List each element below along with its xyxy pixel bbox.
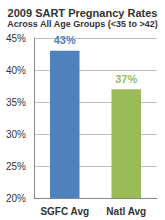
svg-text:37%: 37% xyxy=(115,73,137,85)
svg-text:35%: 35% xyxy=(6,97,26,108)
svg-text:30%: 30% xyxy=(6,129,26,140)
svg-text:SGFC Avg: SGFC Avg xyxy=(40,206,89,217)
svg-text:20%: 20% xyxy=(6,193,26,204)
svg-text:43%: 43% xyxy=(54,34,76,46)
svg-text:Across All Age Groups (<35 to: Across All Age Groups (<35 to >42) xyxy=(7,19,157,29)
svg-text:40%: 40% xyxy=(6,65,26,76)
svg-text:45%: 45% xyxy=(6,33,26,44)
svg-text:2009 SART Pregnancy Rates: 2009 SART Pregnancy Rates xyxy=(8,7,158,19)
svg-text:Natl Avg: Natl Avg xyxy=(106,206,146,217)
svg-text:25%: 25% xyxy=(6,161,26,172)
